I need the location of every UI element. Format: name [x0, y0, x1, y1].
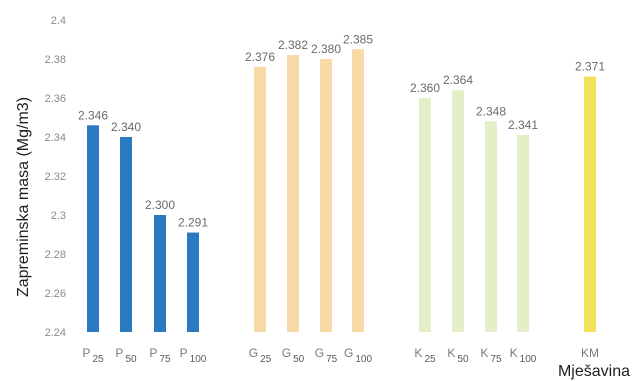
x-category-subscript: 25 [92, 354, 104, 365]
data-label: 2.340 [111, 120, 141, 134]
bar [485, 121, 497, 333]
bar [287, 55, 299, 332]
y-axis-ticks: 2.24 2.26 2.28 2.3 2.32 2.34 2.36 2.38 2.4 [45, 15, 66, 339]
bar [187, 232, 199, 332]
x-axis-categories: P 25 P 50 P 75 P 100 G 25 G 50 G 75 G 100 K 25 K 50 K 75 K 100 K… [82, 346, 599, 365]
bars [87, 49, 596, 333]
data-label: 2.300 [145, 198, 175, 212]
x-category-main: K [414, 346, 422, 360]
data-label: 2.360 [410, 81, 440, 95]
y-tick-label: 2.36 [45, 93, 66, 105]
x-category-label: P 100 [180, 346, 207, 365]
x-category-main: P [180, 346, 188, 360]
data-label: 2.291 [178, 216, 208, 230]
x-category-main: K [510, 346, 518, 360]
x-category-subscript: 25 [260, 354, 272, 365]
data-label: 2.380 [311, 42, 341, 56]
bar [254, 66, 266, 333]
x-category-label: G 75 [315, 346, 338, 365]
x-category-label: P 75 [149, 346, 171, 365]
x-category-main: G [282, 346, 291, 360]
data-label: 2.346 [78, 108, 108, 122]
x-category-main: K [480, 346, 488, 360]
bar [584, 76, 596, 332]
x-category-main: P [82, 346, 90, 360]
x-category-label: P 25 [82, 346, 104, 365]
data-label: 2.341 [508, 118, 538, 132]
y-axis-label: Zapreminska masa (Mg/m3) [15, 97, 32, 297]
data-label: 2.376 [245, 50, 275, 64]
bar [452, 90, 464, 332]
x-category-subscript: 75 [159, 354, 171, 365]
x-category-main: P [149, 346, 157, 360]
x-category-label: K 75 [480, 346, 502, 365]
data-label: 2.348 [476, 104, 506, 118]
bar [419, 98, 431, 332]
y-tick-label: 2.24 [45, 327, 66, 339]
y-tick-label: 2.3 [51, 210, 66, 222]
x-category-label: G 100 [344, 346, 372, 365]
y-tick-label: 2.38 [45, 54, 66, 66]
x-category-subscript: 50 [457, 354, 469, 365]
x-category-main: KM [581, 346, 599, 360]
x-category-main: G [344, 346, 353, 360]
x-category-subscript: 100 [520, 354, 537, 365]
bar [87, 125, 99, 332]
x-category-label: K 100 [510, 346, 537, 365]
y-tick-label: 2.4 [51, 15, 66, 27]
data-label: 2.382 [278, 38, 308, 52]
x-category-main: P [115, 346, 123, 360]
x-category-main: K [447, 346, 455, 360]
bar [154, 215, 166, 332]
x-category-subscript: 75 [326, 354, 338, 365]
bar [320, 59, 332, 332]
x-category-label: G 50 [282, 346, 305, 365]
x-category-label: K 50 [447, 346, 469, 365]
x-category-label: P 50 [115, 346, 137, 365]
x-category-label: KM [581, 346, 599, 360]
data-label: 2.371 [575, 60, 605, 74]
x-category-main: G [249, 346, 258, 360]
y-tick-label: 2.26 [45, 288, 66, 300]
x-axis-label: Mješavina [558, 363, 630, 380]
data-label: 2.385 [343, 32, 373, 46]
x-category-subscript: 50 [125, 354, 137, 365]
x-category-label: G 25 [249, 346, 272, 365]
x-category-main: G [315, 346, 324, 360]
data-label: 2.364 [443, 73, 473, 87]
x-category-label: K 25 [414, 346, 436, 365]
x-category-subscript: 100 [355, 354, 372, 365]
y-tick-label: 2.34 [45, 132, 66, 144]
bar [352, 49, 364, 332]
y-tick-label: 2.28 [45, 249, 66, 261]
x-category-subscript: 75 [490, 354, 502, 365]
bar [517, 135, 529, 332]
bar [120, 137, 132, 332]
x-category-subscript: 50 [293, 354, 305, 365]
y-tick-label: 2.32 [45, 171, 66, 183]
x-category-subscript: 25 [424, 354, 436, 365]
x-category-subscript: 100 [190, 354, 207, 365]
